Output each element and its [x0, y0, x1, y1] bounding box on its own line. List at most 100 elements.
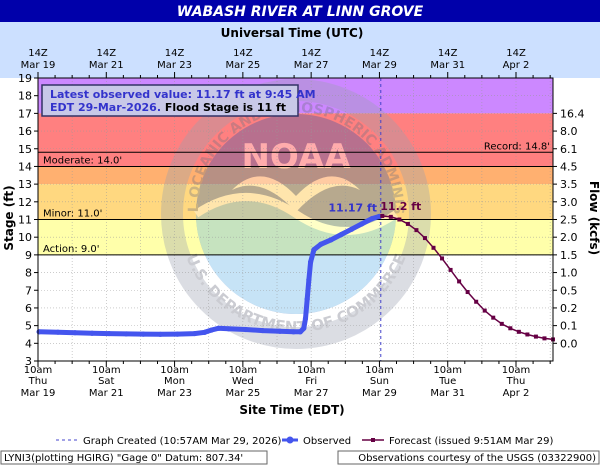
bottom-tick-date: Mar 27 — [294, 388, 329, 399]
bottom-tick-date: Mar 29 — [362, 388, 397, 399]
top-tick-date: Mar 23 — [157, 60, 192, 71]
bottom-tick-time: 10am — [297, 365, 326, 376]
observed-point — [311, 246, 317, 253]
bottom-tick-date: Mar 19 — [21, 388, 56, 399]
left-tick-label: 15 — [18, 143, 32, 156]
left-tick-label: 4 — [25, 337, 32, 350]
observed-point — [215, 325, 221, 331]
observed-point — [89, 330, 95, 336]
left-tick-label: 6 — [25, 302, 32, 315]
top-tick-date: Mar 27 — [294, 60, 329, 71]
top-axis-title: Universal Time (UTC) — [221, 26, 364, 40]
threshold-label-minor: Minor: 11.0' — [43, 209, 102, 220]
observed-point — [277, 328, 283, 334]
top-tick-date: Mar 29 — [362, 60, 397, 71]
top-tick-date: Mar 19 — [21, 60, 56, 71]
forecast-point — [422, 236, 427, 241]
top-tick-date: Apr 2 — [503, 60, 530, 71]
observed-point — [55, 329, 61, 335]
left-tick-label: 3 — [25, 355, 32, 368]
watermark-center-text: NOAA — [241, 137, 351, 177]
footer-right-text: Observations courtesy of the USGS (03322… — [358, 453, 596, 464]
title-bar — [0, 0, 600, 22]
observed-point — [106, 330, 112, 337]
observed-point — [359, 221, 365, 227]
bottom-tick-time: 10am — [92, 365, 121, 376]
top-tick-time: 14Z — [28, 48, 48, 59]
observed-point — [174, 331, 181, 337]
bottom-tick-date: Mar 25 — [225, 388, 260, 399]
right-tick-label: 0.2 — [560, 302, 578, 315]
threshold-label-record: Record: 14.8' — [484, 141, 550, 152]
observed-point — [191, 330, 198, 337]
right-tick-label: 0.0 — [560, 337, 578, 350]
forecast-point — [397, 217, 402, 222]
band-moderate — [38, 166, 553, 185]
latest-value-box: Latest observed value: 11.17 ft at 9:45 … — [41, 84, 316, 117]
legend-created-label: Graph Created (10:57AM Mar 29, 2026) — [83, 436, 282, 447]
observed-point — [297, 329, 303, 335]
top-tick-time: 14Z — [165, 48, 185, 59]
data-series — [36, 213, 555, 342]
right-tick-label: 8.0 — [560, 125, 578, 138]
right-tick-label: 4.5 — [560, 160, 578, 173]
footer-right-box — [337, 450, 600, 465]
bottom-tick-date: Mar 31 — [430, 388, 465, 399]
observed-value-label: 11.17 ft — [328, 201, 377, 214]
watermark-wave — [193, 193, 399, 235]
observed-point — [157, 331, 163, 337]
bottom-tick-day: Fri — [305, 376, 317, 387]
right-tick-label: 3.0 — [560, 196, 578, 209]
latest-value-line2: EDT 29-Mar-2026. Flood Stage is 11 ft — [50, 101, 286, 114]
bottom-tick-day: Mon — [164, 376, 185, 387]
observed-point — [338, 231, 344, 238]
left-tick-label: 17 — [18, 107, 32, 120]
left-tick-label: 8 — [25, 267, 32, 280]
observed-point — [243, 326, 249, 333]
top-tick-time: 14Z — [96, 48, 116, 59]
observed-point — [306, 277, 312, 283]
latest-value-flood-stage: Flood Stage is 11 ft — [165, 101, 286, 114]
bottom-tick-time: 10am — [365, 365, 394, 376]
bottom-tick-day: Sun — [370, 376, 389, 387]
forecast-point — [440, 256, 445, 261]
observed-point — [226, 326, 232, 332]
observed-point — [318, 241, 324, 247]
left-tick-label: 16 — [18, 125, 32, 138]
observed-point — [304, 296, 310, 302]
forecast-value-label: 11.2 ft — [380, 200, 421, 213]
forecast-point — [542, 336, 547, 341]
forecast-point — [499, 321, 504, 326]
forecast-point — [482, 308, 487, 313]
forecast-point — [380, 213, 385, 218]
bottom-tick-time: 10am — [502, 365, 531, 376]
right-tick-label: 3.5 — [560, 178, 578, 191]
forecast-point — [405, 221, 410, 226]
forecast-point — [474, 299, 479, 304]
right-tick-label: 0.1 — [560, 320, 578, 333]
threshold-lines: Action: 9.0' Minor: 11.0' Moderate: 14.0' R… — [38, 141, 553, 256]
bottom-tick-date: Mar 21 — [89, 388, 124, 399]
right-tick-label: 2.5 — [560, 214, 578, 227]
bottom-tick-time: 10am — [24, 365, 53, 376]
latest-value-date: EDT 29-Mar-2026. — [50, 101, 165, 114]
left-tick-label: 11 — [18, 214, 32, 227]
observed-point — [72, 330, 78, 336]
band-major — [38, 113, 553, 167]
latest-value-box-bg — [41, 84, 299, 117]
forecast-point — [508, 326, 513, 331]
left-axis-ticks: 3 4 5 6 7 8 9 10 11 12 13 14 15 16 17 18 19 — [18, 72, 38, 368]
observed-point — [301, 325, 307, 331]
right-axis-ticks: 0.0 0.1 0.2 0.5 1.0 1.5 2.0 2.5 3.0 3.5 4.5 6.1 8.0 1… — [553, 107, 585, 350]
forecast-point — [448, 267, 453, 272]
observed-point — [302, 315, 309, 322]
legend-forecast-label: Forecast (issued 9:51AM Mar 29) — [389, 436, 553, 447]
left-tick-label: 5 — [25, 320, 32, 333]
bottom-tick-time: 10am — [160, 365, 189, 376]
bottom-tick-day: Wed — [232, 376, 254, 387]
forecast-point — [525, 332, 530, 337]
point-labels: 11.17 ft 11.2 ft — [328, 200, 421, 215]
forecast-point — [516, 329, 521, 334]
footer-left-text: LYNI3(plotting HGIRG) "Gage 0" Datum: 80… — [4, 453, 243, 464]
